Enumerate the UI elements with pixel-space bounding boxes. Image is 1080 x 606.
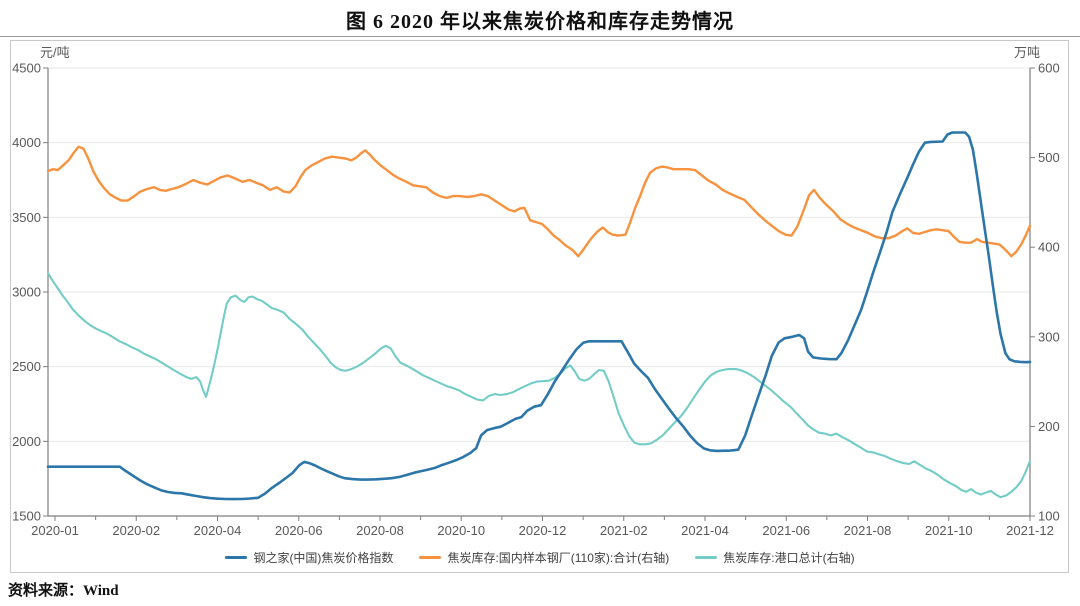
left-axis-tick-label: 2500: [12, 359, 41, 374]
legend-item-port-inventory: 焦炭库存:港口总计(右轴): [695, 549, 855, 566]
legend-label-port-inventory: 焦炭库存:港口总计(右轴): [723, 551, 855, 565]
legend-label-steel-mill-inventory: 焦炭库存:国内样本钢厂(110家):合计(右轴): [447, 551, 670, 565]
x-axis-tick-label: 2020-04: [194, 523, 242, 538]
right-axis-unit-label: 万吨: [1014, 45, 1041, 60]
x-axis-tick-label: 2020-06: [275, 523, 323, 538]
x-axis-tick-label: 2020-02: [112, 523, 160, 538]
x-axis-tick-label: 2021-04: [681, 523, 729, 538]
x-axis-tick-label: 2020-01: [31, 523, 79, 538]
right-axis-tick-label: 200: [1038, 419, 1060, 434]
chart-title: 图 6 2020 年以来焦炭价格和库存走势情况: [346, 11, 734, 33]
series-price-index: [46, 131, 1032, 501]
left-axis-tick-label: 4500: [12, 61, 41, 76]
left-axis-tick-label: 4000: [12, 135, 41, 150]
left-axis-unit-label: 元/吨: [40, 45, 70, 60]
legend-item-steel-mill-inventory: 焦炭库存:国内样本钢厂(110家):合计(右轴): [419, 549, 669, 566]
right-axis-tick-label: 400: [1038, 240, 1060, 255]
left-axis-tick-label: 3500: [12, 210, 41, 225]
legend-swatch-steel-mill-inventory-line: [419, 556, 442, 559]
right-axis-tick-label: 500: [1038, 150, 1060, 165]
x-axis-tick-label: 2020-10: [437, 523, 485, 538]
series-port-inventory: [46, 272, 1032, 499]
series-steel-mill-inventory: [46, 145, 1032, 258]
right-axis-tick-label: 300: [1038, 329, 1060, 344]
left-axis-tick-label: 3000: [12, 285, 41, 300]
right-axis-tick-label: 600: [1038, 61, 1060, 76]
x-axis-tick-label: 2021-02: [600, 523, 648, 538]
source-note: 资料来源：Wind: [8, 583, 119, 599]
right-axis-tick-label: 100: [1038, 509, 1060, 524]
legend-label-price-index: 钢之家(中国)焦炭价格指数: [253, 551, 394, 565]
legend-swatch-price-index-line: [225, 556, 248, 559]
x-axis-tick-label: 2021-08: [844, 523, 892, 538]
x-axis-tick-label: 2021-06: [762, 523, 810, 538]
title-divider: [0, 36, 1080, 37]
legend: 钢之家(中国)焦炭价格指数 焦炭库存:国内样本钢厂(110家):合计(右轴) 焦…: [0, 549, 1080, 566]
x-axis-tick-label: 2021-10: [925, 523, 973, 538]
legend-item-price-index: 钢之家(中国)焦炭价格指数: [225, 549, 393, 566]
left-axis-tick-label: 1500: [12, 509, 41, 524]
x-axis-tick-label: 2021-12: [1006, 523, 1054, 538]
x-axis-tick-label: 2020-08: [356, 523, 404, 538]
figure-frame: [10, 40, 1069, 573]
left-axis-tick-label: 2000: [12, 434, 41, 449]
x-axis-tick-label: 2020-12: [519, 523, 567, 538]
legend-swatch-port-inventory-line: [695, 556, 718, 559]
